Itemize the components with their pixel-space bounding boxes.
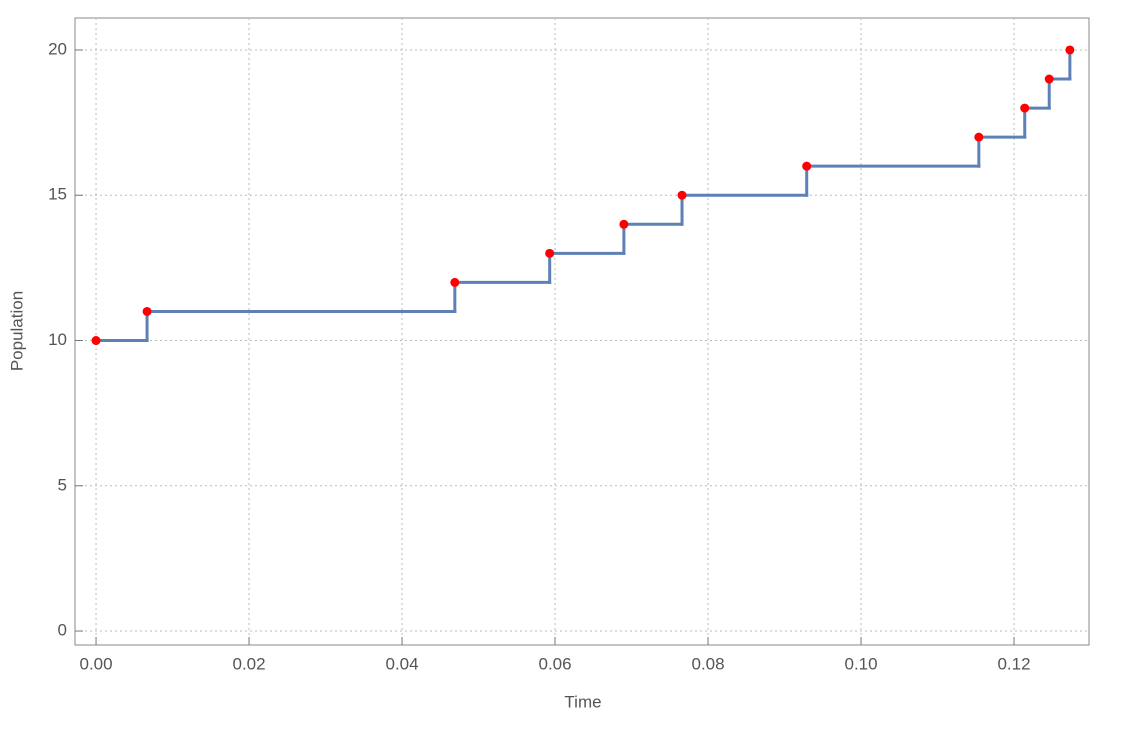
data-point [91,336,101,346]
plot-frame [74,17,1090,646]
x-tick-label: 0.02 [232,654,265,673]
x-tick-label: 0.12 [997,654,1030,673]
data-point [450,277,460,287]
y-tick-label: 15 [48,185,67,204]
data-point [545,248,555,258]
x-axis-label: Time [564,692,601,711]
data-point [677,190,687,200]
y-tick-label: 0 [58,621,67,640]
data-point [974,132,984,142]
data-point [1020,103,1030,113]
x-tick-label: 0.00 [79,654,112,673]
x-tick-label: 0.10 [844,654,877,673]
data-point [619,219,629,229]
x-tick-label: 0.06 [538,654,571,673]
data-point [142,306,152,316]
x-tick-label: 0.04 [385,654,418,673]
data-point [1065,45,1075,55]
x-tick-label: 0.08 [691,654,724,673]
y-tick-label: 5 [58,475,67,494]
y-axis-label: Population [7,291,26,371]
data-point [802,161,812,171]
y-tick-label: 20 [48,39,67,58]
y-tick-label: 10 [48,330,67,349]
data-point [1044,74,1054,84]
